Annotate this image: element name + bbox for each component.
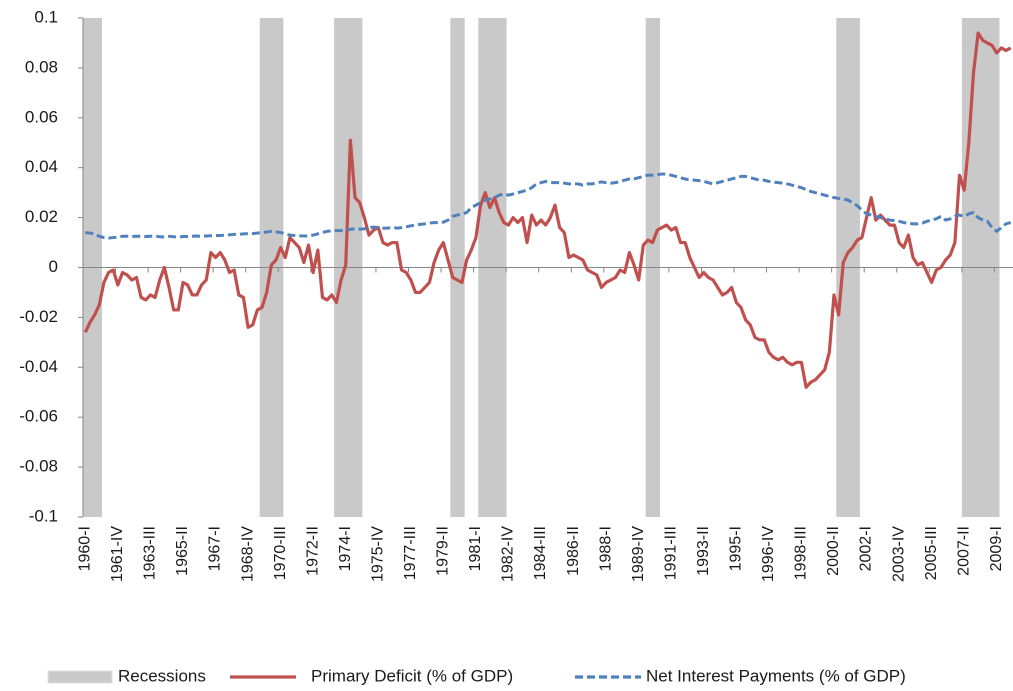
x-tick-label: 1967-I [207, 526, 224, 571]
y-tick-label: -0.08 [19, 457, 58, 476]
legend-label: Primary Deficit (% of GDP) [311, 666, 513, 685]
x-tick-label: 1989-IV [630, 526, 647, 582]
x-tick-label: 1993-II [695, 526, 712, 576]
x-tick-label: 2007-II [955, 526, 972, 576]
x-tick-label: 1975-IV [369, 526, 386, 582]
x-tick-label: 1963-III [142, 526, 159, 580]
x-tick-label: 2000-II [825, 526, 842, 576]
x-tick-label: 1984-III [532, 526, 549, 580]
y-tick-label: 0.06 [25, 107, 58, 126]
legend-swatch [47, 670, 113, 684]
x-tick-label: 1988-I [597, 526, 614, 571]
x-tick-label: 1977-III [402, 526, 419, 580]
x-tick-label: 1991-III [662, 526, 679, 580]
y-tick-label: -0.1 [29, 506, 58, 525]
y-tick-label: 0.02 [25, 207, 58, 226]
y-tick-label: -0.04 [19, 357, 58, 376]
x-tick-label: 2005-III [923, 526, 940, 580]
y-tick-label: 0.04 [25, 157, 58, 176]
legend: Recessions Primary Deficit (% of GDP) Net … [47, 666, 906, 685]
x-tick-label: 2009-I [988, 526, 1005, 571]
series-line [83, 31, 1012, 389]
x-tick-label: 1982-IV [500, 526, 517, 582]
x-tick-label: 1961-IV [109, 526, 126, 582]
x-tick-label: 1968-IV [239, 526, 256, 582]
x-tick-label: 2003-IV [890, 526, 907, 582]
x-tick-label: 1965-II [174, 526, 191, 576]
x-tick-label: 1996-IV [760, 526, 777, 582]
x-tick-label: 1960-I [77, 526, 94, 571]
x-tick-label: 1972-II [304, 526, 321, 576]
x-tick-label: 2002-I [858, 526, 875, 571]
series-line [85, 172, 1012, 240]
x-tick-label: 1981-I [467, 526, 484, 571]
y-tick-label: -0.06 [19, 407, 58, 426]
legend-label: Recessions [118, 666, 206, 685]
x-tick-label: 1974-I [337, 526, 354, 571]
x-tick-label: 1979-II [435, 526, 452, 576]
x-tick-label: 1998-III [793, 526, 810, 580]
y-tick-label: 0.1 [34, 7, 58, 26]
y-tick-label: 0 [49, 257, 58, 276]
x-tick-label: 1995-I [728, 526, 745, 571]
legend-label: Net Interest Payments (% of GDP) [646, 666, 906, 685]
y-tick-label: -0.02 [19, 307, 58, 326]
y-tick-label: 0.08 [25, 57, 58, 76]
x-tick-label: 1970-III [272, 526, 289, 580]
x-tick-label: 1986-II [565, 526, 582, 576]
